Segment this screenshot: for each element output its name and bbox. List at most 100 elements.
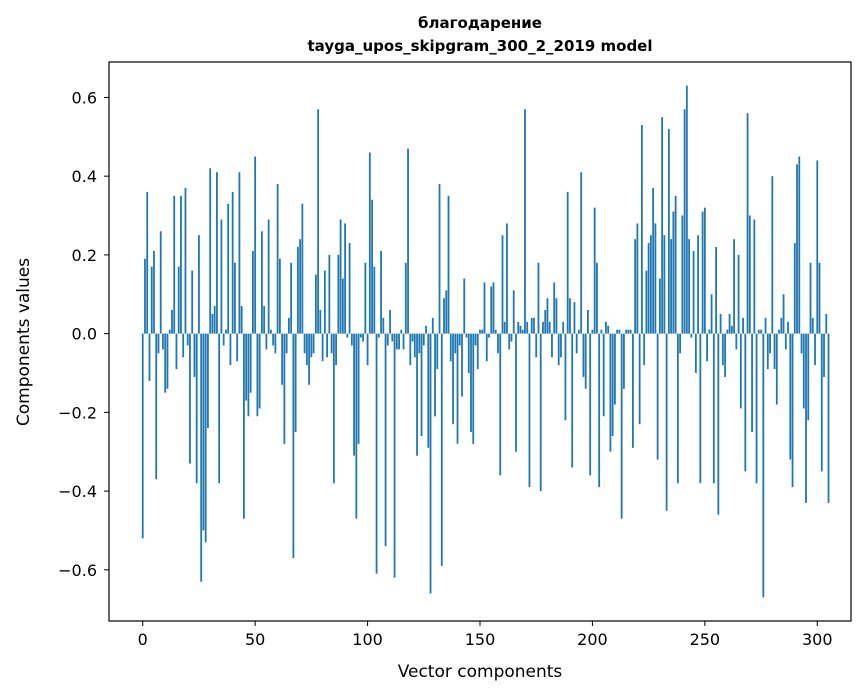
bar <box>535 333 538 358</box>
bar <box>276 184 279 334</box>
bar <box>155 333 158 480</box>
bar <box>494 329 497 334</box>
bar <box>629 329 632 334</box>
bar <box>485 333 488 362</box>
bar <box>802 333 805 409</box>
bar <box>168 329 171 334</box>
bar <box>310 333 313 358</box>
bar <box>150 266 153 334</box>
bar <box>692 250 695 334</box>
bar <box>598 333 601 488</box>
bar <box>366 333 369 366</box>
bar <box>780 317 783 334</box>
bar <box>490 286 493 334</box>
x-tick-label: 150 <box>465 630 496 649</box>
bar <box>245 333 248 401</box>
bar <box>643 333 646 366</box>
bar <box>744 333 747 472</box>
bar <box>811 317 814 334</box>
bar <box>195 333 198 484</box>
bar <box>171 310 173 334</box>
bar <box>386 333 389 346</box>
bar <box>652 187 655 334</box>
bar <box>283 333 286 444</box>
y-tick-label: 0.2 <box>72 246 97 265</box>
bar <box>240 306 243 334</box>
bar <box>827 333 830 503</box>
bar <box>458 333 461 346</box>
bar <box>339 219 342 334</box>
bar <box>645 270 648 334</box>
bar <box>701 211 704 334</box>
bar <box>398 333 400 350</box>
bar <box>164 333 167 393</box>
bar <box>771 176 774 334</box>
bar <box>557 333 560 366</box>
bar <box>438 184 441 334</box>
bar <box>189 333 191 464</box>
bar <box>213 306 216 334</box>
bar <box>517 321 520 334</box>
bar <box>207 333 209 429</box>
bar <box>679 333 682 354</box>
bar <box>719 313 722 334</box>
bar <box>602 333 605 417</box>
bar <box>472 333 475 444</box>
bar <box>782 294 785 334</box>
bar <box>261 231 263 334</box>
bar <box>694 333 697 373</box>
bar <box>202 333 205 531</box>
bar <box>193 333 196 377</box>
bar <box>733 239 735 334</box>
bar <box>737 254 740 334</box>
bar <box>440 333 443 566</box>
bar <box>359 333 362 338</box>
bar <box>218 333 221 484</box>
bar <box>542 321 544 334</box>
bar <box>791 333 794 488</box>
bar <box>748 215 751 334</box>
bar <box>413 333 416 358</box>
bar <box>308 333 311 385</box>
bar <box>198 235 200 334</box>
bar <box>501 235 504 334</box>
bar <box>346 333 349 338</box>
bar <box>225 329 227 334</box>
bar <box>717 333 720 515</box>
bar <box>456 333 459 444</box>
bar <box>614 333 616 405</box>
bar <box>712 333 715 484</box>
bar <box>422 333 425 346</box>
bar <box>751 333 753 433</box>
bar <box>362 333 364 342</box>
bar <box>467 333 470 373</box>
bar <box>769 333 771 354</box>
bar <box>625 329 628 334</box>
bar <box>431 317 434 334</box>
bar <box>319 310 322 334</box>
bar <box>816 160 819 334</box>
bar <box>211 313 214 334</box>
bar <box>672 211 675 334</box>
bar <box>382 317 385 334</box>
bar <box>580 172 583 334</box>
bar <box>546 298 549 334</box>
y-tick-label: 0.4 <box>72 167 97 186</box>
bar <box>454 333 457 354</box>
bar <box>350 333 353 346</box>
bar <box>609 333 612 452</box>
bar <box>274 333 277 354</box>
bar <box>429 333 432 594</box>
bar <box>243 333 245 519</box>
bar <box>708 329 711 334</box>
bar <box>676 333 679 484</box>
bar <box>564 333 567 421</box>
bar <box>649 235 652 334</box>
bar <box>332 333 335 484</box>
bar <box>596 262 598 334</box>
bar <box>753 219 756 334</box>
x-axis: 0 50 100 150 200 250 300 <box>138 621 833 649</box>
bar <box>537 262 540 334</box>
x-tick-label: 100 <box>352 630 383 649</box>
bar <box>697 235 699 334</box>
